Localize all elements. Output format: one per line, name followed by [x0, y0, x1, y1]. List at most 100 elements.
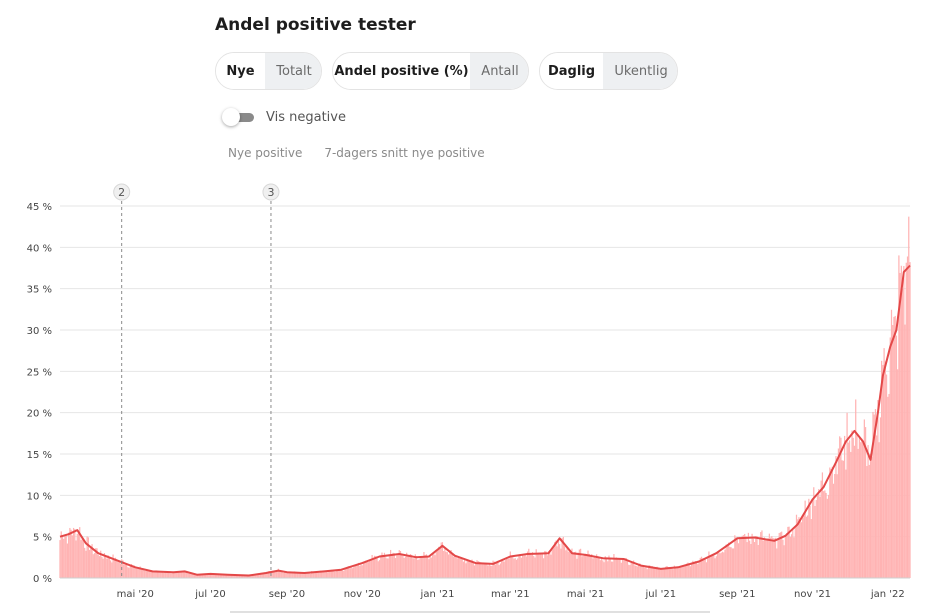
option-totalt[interactable]: Totalt	[265, 53, 321, 89]
daily-bar	[198, 574, 201, 578]
daily-bar	[760, 532, 762, 578]
daily-bar	[776, 548, 778, 578]
daily-bar	[763, 537, 766, 578]
daily-bar	[892, 325, 894, 578]
daily-bar	[172, 571, 175, 578]
event-marker-label: 2	[118, 186, 125, 199]
daily-bar	[630, 561, 632, 578]
option-ukentlig[interactable]: Ukentlig	[603, 53, 677, 89]
daily-bar	[63, 538, 65, 578]
daily-bar	[376, 557, 378, 578]
option-daglig[interactable]: Daglig	[540, 53, 603, 89]
daily-bar	[380, 556, 382, 578]
daily-bar	[613, 554, 615, 578]
daily-bar	[424, 554, 426, 578]
daily-bar	[529, 552, 531, 578]
legend-line[interactable]: 7-dagers snitt nye positive	[324, 146, 485, 160]
daily-bar	[884, 361, 886, 578]
daily-bar	[406, 552, 408, 578]
daily-bar	[860, 442, 862, 578]
daily-bar	[737, 543, 740, 578]
chart-legend: Nye positive 7-dagers snitt nye positive	[228, 146, 485, 160]
daily-bar	[258, 574, 260, 578]
daily-bar	[711, 555, 714, 578]
daily-bar	[485, 562, 487, 578]
daily-bar	[497, 560, 499, 578]
daily-bar	[348, 566, 350, 578]
daily-bar	[431, 552, 434, 578]
legend-bars[interactable]: Nye positive	[228, 146, 303, 160]
daily-bar	[128, 567, 130, 578]
daily-bar	[794, 527, 796, 578]
daily-bar	[864, 427, 867, 578]
y-tick-label: 20 %	[27, 409, 52, 420]
daily-bar	[222, 574, 224, 578]
daily-bar	[647, 565, 650, 578]
daily-bar	[667, 567, 669, 578]
daily-bar	[575, 551, 577, 578]
daily-bar	[399, 550, 402, 578]
daily-bar	[905, 262, 907, 578]
daily-bar	[366, 561, 368, 578]
daily-bar	[747, 532, 750, 578]
daily-bar	[291, 572, 293, 578]
daily-bar	[117, 562, 119, 578]
vis-negative-switch[interactable]	[222, 108, 254, 126]
daily-bar	[327, 572, 329, 578]
daily-bar	[245, 575, 247, 578]
daily-bar	[90, 547, 92, 578]
daily-bar	[209, 574, 212, 578]
daily-bar	[177, 571, 180, 578]
daily-bar	[800, 522, 803, 578]
daily-bar	[806, 515, 809, 578]
daily-bar	[508, 558, 510, 578]
daily-bar	[573, 552, 576, 578]
daily-bar	[344, 568, 346, 578]
daily-bar	[734, 535, 736, 578]
daily-bar	[248, 575, 250, 578]
daily-bar	[672, 569, 674, 578]
option-nye[interactable]: Nye	[216, 53, 265, 89]
daily-bar	[536, 552, 539, 578]
daily-bar	[779, 532, 782, 578]
daily-bar	[82, 539, 85, 578]
daily-bar	[853, 445, 856, 578]
daily-bar	[241, 575, 244, 578]
daily-bar	[304, 573, 307, 578]
daily-bar	[637, 565, 640, 578]
scroll-divider	[230, 611, 710, 613]
option-antall[interactable]: Antall	[470, 53, 528, 89]
daily-bar	[330, 569, 333, 578]
daily-bar	[296, 573, 298, 578]
daily-bar	[563, 546, 566, 578]
x-tick-label: sep '20	[269, 589, 305, 600]
daily-bar	[721, 551, 724, 578]
daily-bar	[869, 453, 872, 578]
daily-bar	[238, 575, 240, 578]
daily-bar	[610, 561, 613, 578]
daily-bar	[655, 568, 657, 578]
daily-bar	[592, 558, 594, 578]
daily-bar	[446, 552, 448, 578]
daily-bar	[634, 565, 636, 578]
option-andel-positive[interactable]: Andel positive (%)	[333, 53, 470, 89]
daily-bar	[299, 572, 302, 578]
daily-bar	[79, 527, 81, 578]
daily-bar	[666, 565, 668, 578]
daily-bar	[251, 574, 254, 578]
daily-bar	[729, 546, 731, 578]
daily-bar	[429, 554, 431, 578]
daily-bar	[566, 547, 568, 578]
daily-bar	[768, 533, 770, 578]
daily-bar	[481, 564, 483, 578]
daily-bar	[731, 548, 733, 578]
daily-bar	[133, 565, 135, 578]
daily-bar	[418, 559, 420, 578]
daily-bar	[430, 557, 432, 578]
daily-bar	[365, 560, 367, 578]
daily-bar	[673, 565, 675, 578]
daily-bar	[505, 558, 508, 578]
daily-bar	[691, 562, 693, 578]
daily-bar	[468, 561, 471, 578]
daily-bar	[220, 574, 223, 578]
